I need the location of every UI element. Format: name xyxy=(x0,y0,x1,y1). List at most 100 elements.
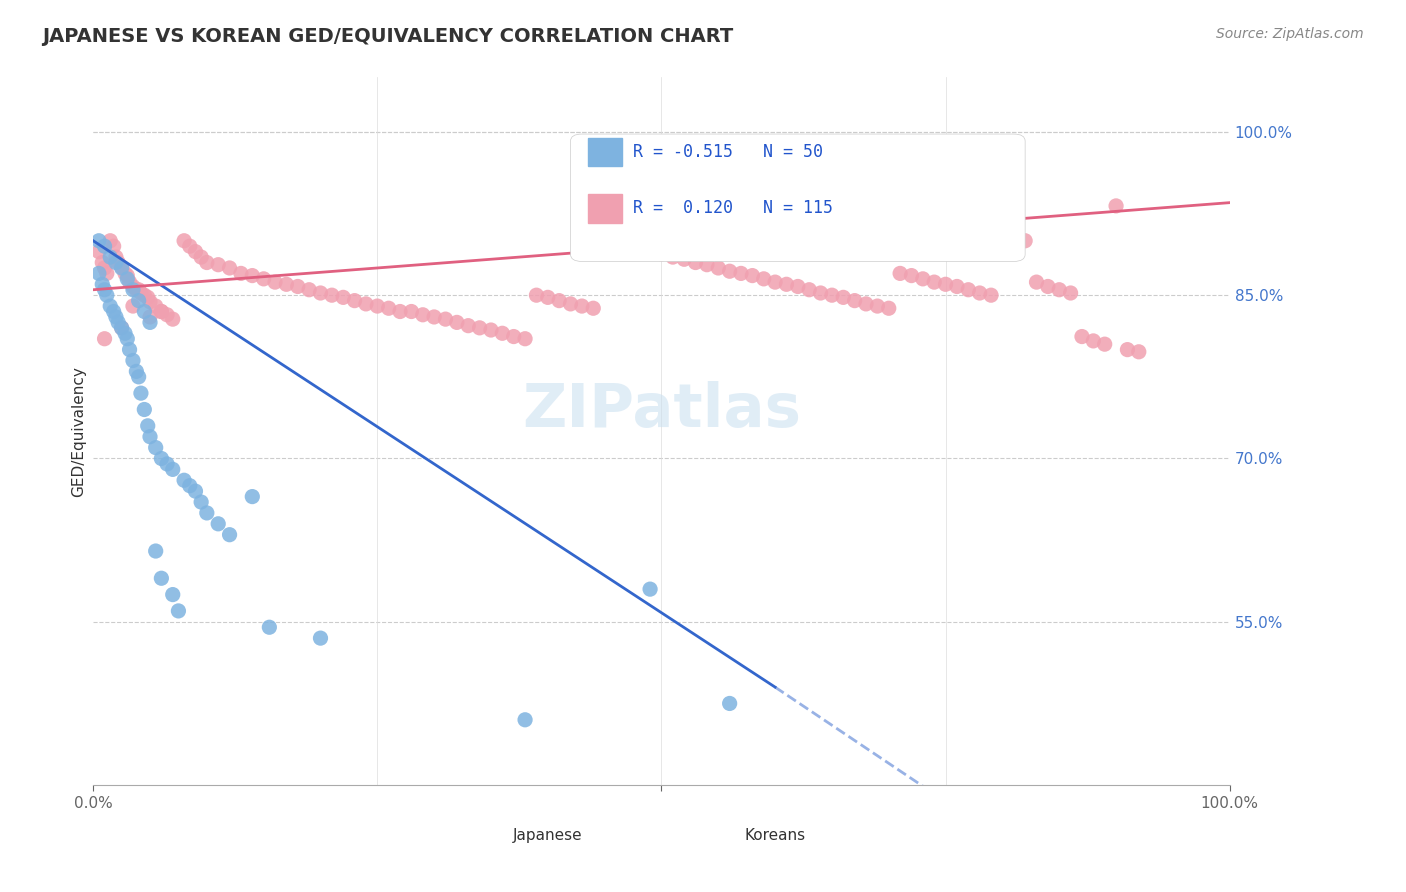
Point xyxy=(117,268,139,283)
Point xyxy=(685,255,707,269)
Point xyxy=(264,275,287,289)
Point xyxy=(491,326,513,341)
Point xyxy=(167,604,190,618)
Point xyxy=(889,267,911,281)
Point xyxy=(136,290,159,304)
Point xyxy=(87,267,110,281)
Point xyxy=(122,299,145,313)
Point xyxy=(122,283,145,297)
Point xyxy=(650,247,672,261)
Point xyxy=(114,267,136,281)
Point xyxy=(1083,334,1105,348)
Point xyxy=(935,277,957,292)
Point xyxy=(844,293,866,308)
Text: R = -0.515   N = 50: R = -0.515 N = 50 xyxy=(633,143,823,161)
Point xyxy=(184,484,207,499)
Point xyxy=(87,234,110,248)
Point xyxy=(118,275,141,289)
Text: Japanese: Japanese xyxy=(513,828,582,843)
Point xyxy=(107,315,129,329)
Point xyxy=(125,364,148,378)
Point xyxy=(218,527,240,541)
Point xyxy=(128,369,150,384)
Point xyxy=(434,312,457,326)
Point xyxy=(136,418,159,433)
Point xyxy=(900,268,922,283)
Point xyxy=(184,244,207,259)
Point xyxy=(548,293,571,308)
Point xyxy=(321,288,343,302)
Point xyxy=(638,582,661,596)
Point xyxy=(134,288,156,302)
Point xyxy=(526,288,548,302)
Point xyxy=(1002,230,1025,244)
Point xyxy=(134,304,156,318)
Point xyxy=(513,332,536,346)
Point xyxy=(799,283,821,297)
Point xyxy=(218,260,240,275)
Point xyxy=(87,244,110,259)
Point xyxy=(195,506,218,520)
Point xyxy=(911,272,934,286)
Point xyxy=(93,239,115,253)
Point xyxy=(114,326,136,341)
Point xyxy=(718,697,741,711)
Point xyxy=(593,234,616,248)
Point xyxy=(718,264,741,278)
Point xyxy=(1047,283,1070,297)
Point xyxy=(662,250,685,264)
Point xyxy=(104,255,127,269)
Point xyxy=(96,267,118,281)
Point xyxy=(560,297,582,311)
Point xyxy=(110,260,132,274)
Point xyxy=(582,301,605,316)
Point xyxy=(110,321,132,335)
Point xyxy=(93,332,115,346)
Point xyxy=(457,318,479,333)
Point xyxy=(730,267,752,281)
Point xyxy=(110,260,132,275)
Point xyxy=(1094,337,1116,351)
Point xyxy=(156,457,179,471)
Point xyxy=(162,588,184,602)
Point xyxy=(866,299,889,313)
Point xyxy=(139,430,162,444)
Text: ZIPatlas: ZIPatlas xyxy=(522,381,801,440)
Point xyxy=(129,285,152,300)
Point xyxy=(103,239,125,253)
Point xyxy=(752,272,775,286)
Point xyxy=(638,244,661,259)
Point xyxy=(162,312,184,326)
Point xyxy=(991,228,1014,243)
Point xyxy=(571,299,593,313)
Point xyxy=(229,267,252,281)
Point xyxy=(354,297,377,311)
Point xyxy=(179,479,201,493)
Point xyxy=(513,713,536,727)
Point xyxy=(423,310,446,324)
Point xyxy=(298,283,321,297)
Point xyxy=(502,329,524,343)
Point xyxy=(139,310,162,324)
Point xyxy=(190,495,212,509)
Point xyxy=(810,285,832,300)
Point xyxy=(98,299,121,313)
Point xyxy=(128,293,150,308)
Point xyxy=(118,343,141,357)
Point xyxy=(1025,275,1047,289)
Point xyxy=(957,283,980,297)
FancyBboxPatch shape xyxy=(571,134,1025,261)
Point xyxy=(259,620,281,634)
Point xyxy=(117,272,139,286)
Point xyxy=(145,441,167,455)
Point xyxy=(309,285,332,300)
Point xyxy=(139,315,162,329)
Point xyxy=(605,237,627,252)
Text: Koreans: Koreans xyxy=(745,828,806,843)
Point xyxy=(366,299,388,313)
Point xyxy=(150,451,173,466)
Point xyxy=(287,279,309,293)
Point xyxy=(276,277,298,292)
Point xyxy=(110,321,132,335)
Bar xyxy=(588,194,621,222)
